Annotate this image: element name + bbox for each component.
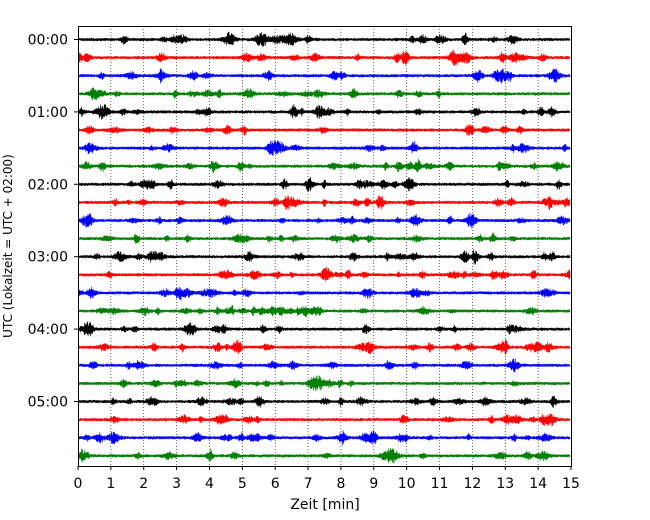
traces-group xyxy=(78,31,571,464)
x-tick-label: 12 xyxy=(463,476,481,492)
seismic-trace xyxy=(78,124,571,136)
seismic-trace xyxy=(78,447,571,464)
seismic-trace xyxy=(78,103,571,120)
seismic-trace xyxy=(78,31,571,47)
seismic-trace xyxy=(78,305,571,318)
x-tick-label: 5 xyxy=(238,476,247,492)
seismic-trace xyxy=(78,339,571,356)
seismic-trace xyxy=(78,321,571,337)
y-tick-label: 05:00 xyxy=(28,395,68,411)
seismic-trace xyxy=(78,430,571,446)
seismic-trace xyxy=(78,395,571,408)
seismic-trace xyxy=(78,140,571,156)
seismic-trace xyxy=(78,176,571,193)
x-tick-label: 7 xyxy=(304,476,313,492)
x-tick-label: 15 xyxy=(562,476,580,492)
x-tick-label: 2 xyxy=(139,476,148,492)
y-tick-label: 03:00 xyxy=(28,250,68,266)
y-tick-label: 04:00 xyxy=(28,322,68,338)
seismic-trace xyxy=(78,375,571,392)
seismic-trace xyxy=(78,195,571,211)
seismic-trace xyxy=(78,358,571,373)
y-tick-label: 00:00 xyxy=(28,33,68,49)
y-axis: 00:00 01:00 02:00 03:00 04:00 05:00 xyxy=(28,33,78,411)
plot-frame xyxy=(78,26,572,467)
seismic-trace xyxy=(78,232,571,244)
y-axis-label: UTC (Lokalzeit = UTC + 02:00) xyxy=(1,154,15,338)
seismic-trace xyxy=(78,267,571,282)
x-axis: 0 1 2 3 4 5 6 7 8 9 10 11 12 13 14 15 xyxy=(74,466,580,492)
x-tick-label: 14 xyxy=(529,476,547,492)
seismic-trace xyxy=(78,212,571,229)
x-tick-label: 10 xyxy=(398,476,416,492)
x-tick-label: 11 xyxy=(431,476,449,492)
seismic-trace xyxy=(78,49,571,66)
x-tick-label: 6 xyxy=(271,476,280,492)
x-tick-label: 1 xyxy=(106,476,115,492)
x-tick-label: 4 xyxy=(205,476,214,492)
seismic-trace xyxy=(78,249,571,265)
seismic-trace xyxy=(78,87,571,101)
x-axis-label: Zeit [min] xyxy=(290,497,359,513)
seismic-trace xyxy=(78,286,571,301)
x-tick-label: 8 xyxy=(336,476,345,492)
x-tick-label: 13 xyxy=(496,476,514,492)
seismic-trace xyxy=(78,68,571,84)
x-gridlines xyxy=(110,26,539,466)
seismic-trace xyxy=(78,413,571,427)
x-tick-label: 3 xyxy=(172,476,181,492)
x-tick-label: 9 xyxy=(369,476,378,492)
seismic-trace xyxy=(78,158,571,174)
x-tick-label: 0 xyxy=(74,476,83,492)
y-tick-label: 01:00 xyxy=(28,105,68,121)
y-tick-label: 02:00 xyxy=(28,177,68,193)
